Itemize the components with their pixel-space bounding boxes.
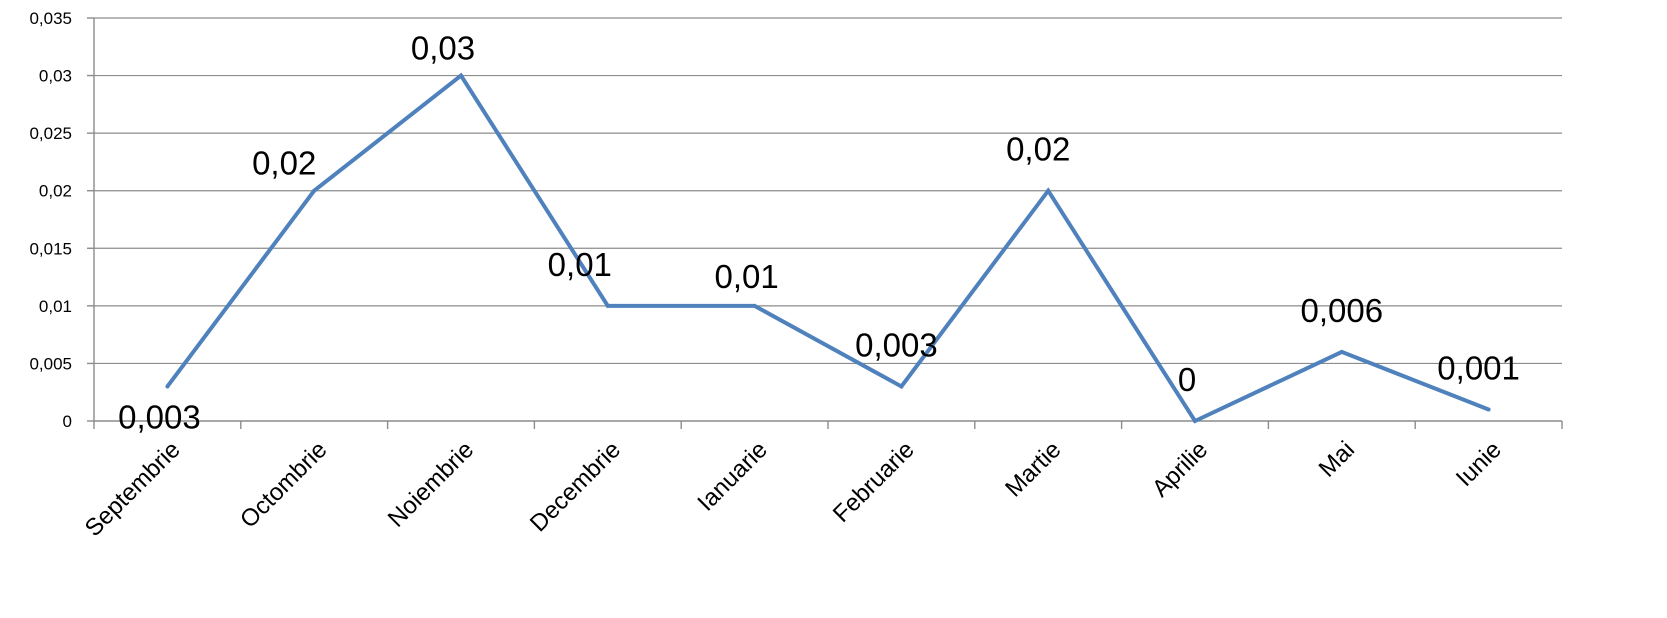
data-labels: 0,003 0,02 0,03 0,01 0,01 0,003 0,02 0 0,006 0,00… — [118, 30, 1520, 436]
data-point — [165, 384, 170, 389]
x-tick-label: Martie — [1000, 436, 1066, 502]
data-point — [1046, 188, 1051, 193]
data-point — [752, 303, 757, 308]
data-label: 0,02 — [1006, 131, 1070, 168]
data-label: 0,006 — [1301, 292, 1384, 329]
data-label: 0,003 — [118, 398, 201, 435]
data-point — [312, 188, 317, 193]
data-point — [899, 384, 904, 389]
data-label: 0,03 — [411, 30, 475, 67]
data-label: 0,02 — [252, 145, 316, 182]
series-line — [165, 72, 1490, 424]
data-label: 0,001 — [1437, 349, 1520, 386]
x-tick-labels: Septembrie Octombrie Noiembrie Decembrie Ian… — [80, 436, 1507, 542]
x-tick-label: Octombrie — [235, 436, 332, 533]
y-tick-label: 0,015 — [29, 239, 72, 258]
y-tick-label: 0,02 — [39, 182, 72, 201]
data-label: 0,01 — [714, 258, 778, 295]
data-label: 0 — [1178, 361, 1196, 398]
data-point — [1193, 419, 1197, 423]
y-tick-label: 0,03 — [39, 67, 72, 86]
y-tick-label: 0,025 — [29, 124, 72, 143]
series-layer — [165, 72, 1491, 424]
data-point — [459, 73, 463, 78]
axes — [87, 17, 1563, 429]
gridlines — [94, 17, 1562, 365]
x-tick-label: Februarie — [828, 436, 920, 528]
data-point — [1486, 407, 1491, 412]
x-tick-label: Noiembrie — [383, 436, 479, 532]
data-label: 0,003 — [855, 326, 938, 363]
y-tick-label: 0,005 — [29, 354, 72, 373]
y-tick-label: 0,01 — [39, 297, 72, 316]
y-tick-label: 0 — [63, 412, 72, 431]
data-label: 0,01 — [548, 246, 612, 283]
data-point — [605, 303, 610, 308]
y-tick-label: 0,035 — [29, 9, 72, 28]
x-tick-label: Aprilie — [1147, 436, 1213, 502]
y-tick-labels: 0 0,005 0,01 0,015 0,02 0,025 0,03 0,035 — [29, 9, 72, 431]
x-tick-label: Ianuarie — [692, 436, 772, 516]
x-tick-label: Iunie — [1451, 436, 1507, 492]
x-tick-label: Decembrie — [525, 436, 626, 537]
x-tick-label: Septembrie — [80, 436, 186, 542]
data-point — [1339, 349, 1344, 354]
x-tick-label: Mai — [1314, 436, 1360, 482]
